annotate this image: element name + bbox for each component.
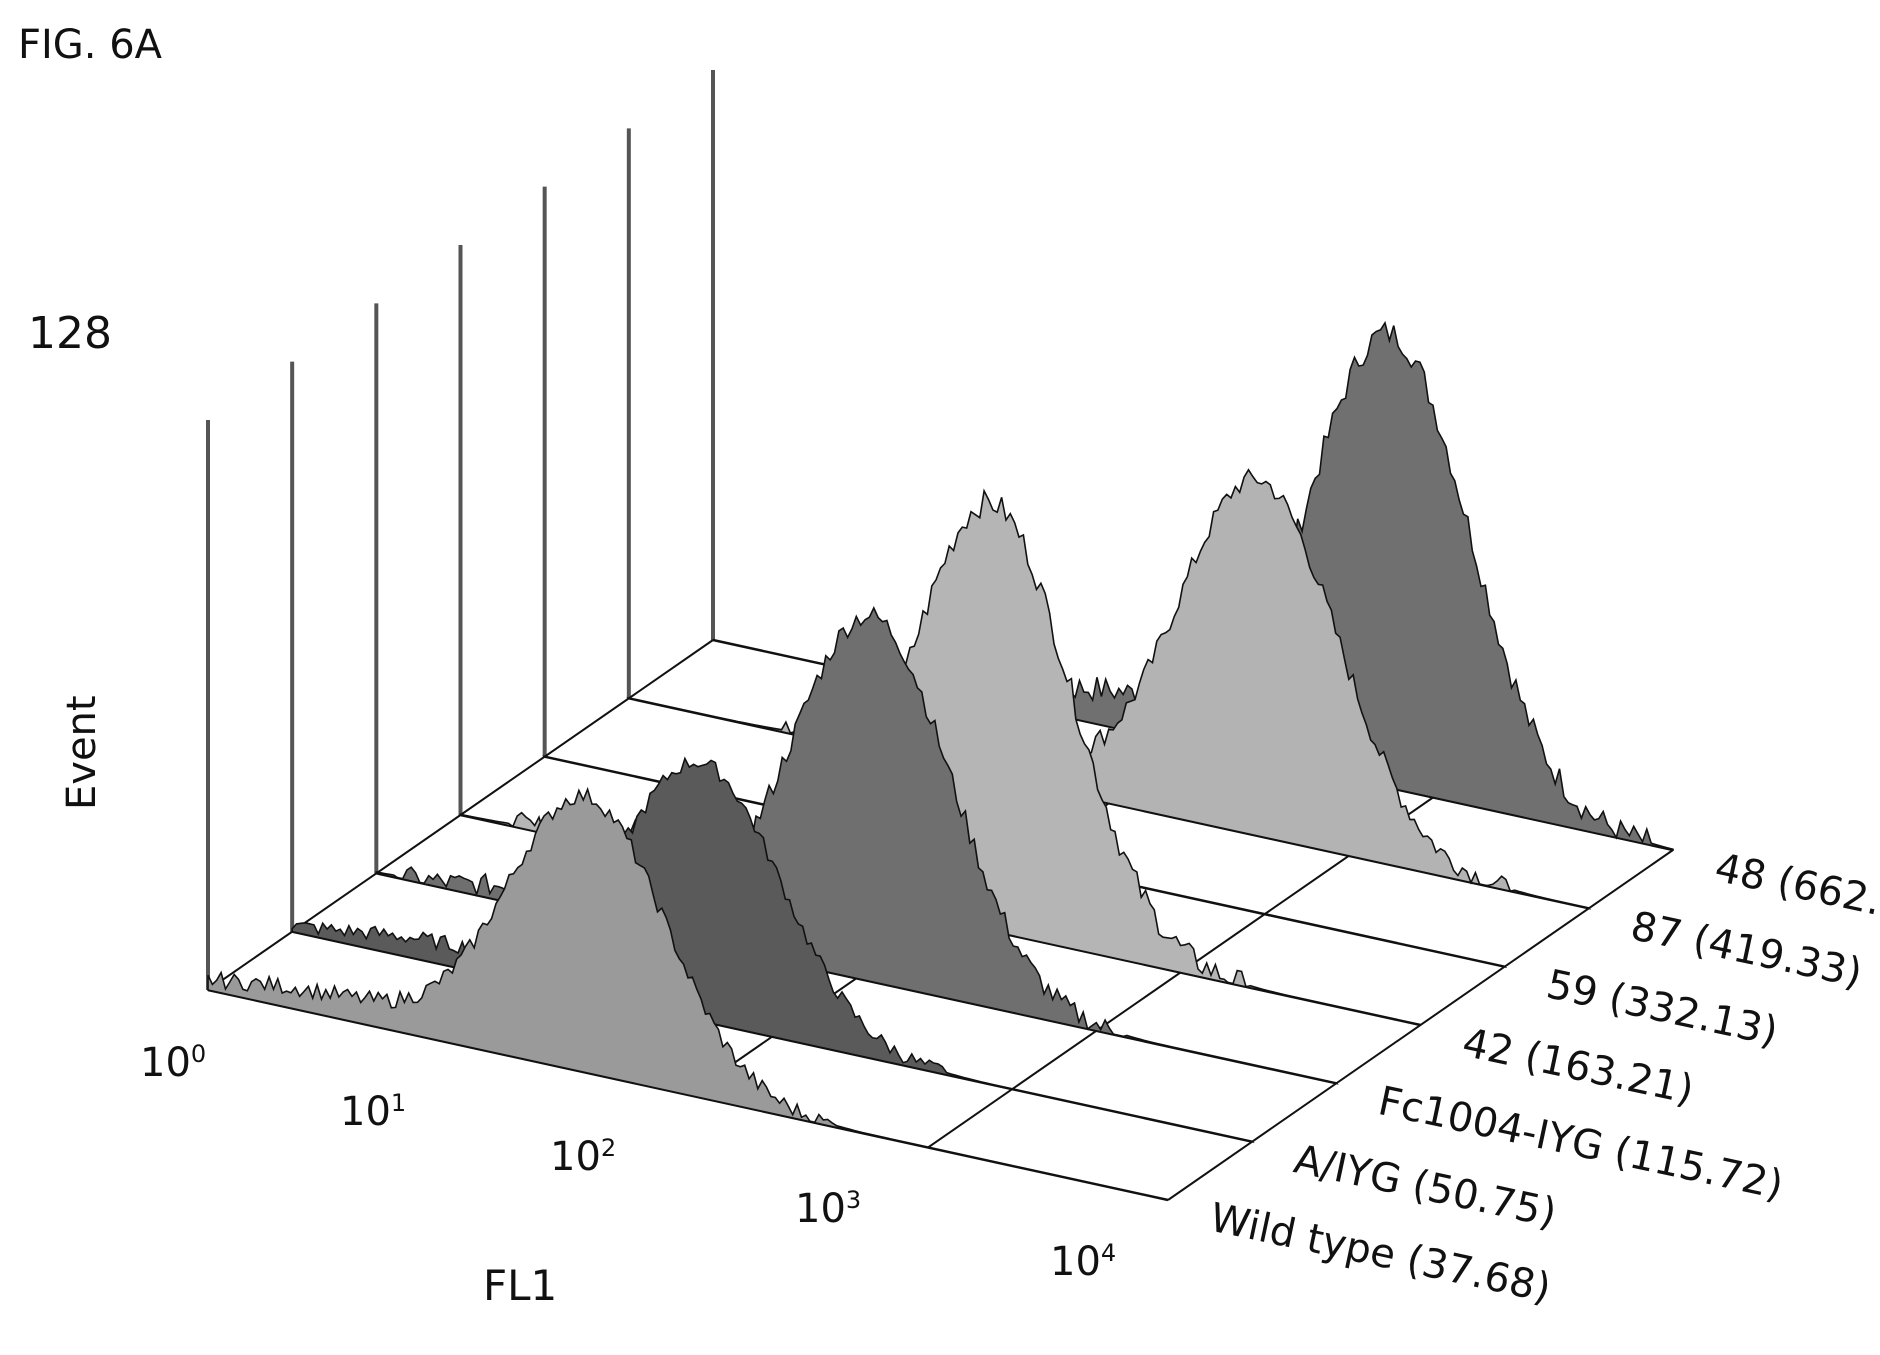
series-layer [207, 320, 1674, 1201]
series-labels: 48 (662.69)87 (419.33)59 (332.13)42 (163… [1206, 845, 1880, 1312]
histogram-series [626, 468, 1592, 910]
x-tick-label: 101 [340, 1089, 406, 1135]
x-axis-label: FL1 [483, 1261, 557, 1310]
series-label: 42 (163.21) [1458, 1020, 1697, 1114]
x-tick-label: 103 [795, 1186, 861, 1232]
x-tick-label: 104 [1050, 1239, 1116, 1285]
x-tick-labels: 100 101 102 103 104 [140, 1040, 1116, 1285]
figure-label: FIG. 6A [18, 22, 163, 68]
y-axis-label: Event [59, 695, 105, 810]
x-tick-label: 102 [550, 1134, 616, 1180]
x-tick-label: 100 [140, 1040, 206, 1086]
y-tick-label: 128 [28, 308, 112, 359]
series-label: 87 (419.33) [1627, 903, 1866, 997]
series-label: 59 (332.13) [1543, 961, 1782, 1055]
histogram-series [291, 756, 1255, 1144]
histogram-series [207, 786, 1169, 1201]
